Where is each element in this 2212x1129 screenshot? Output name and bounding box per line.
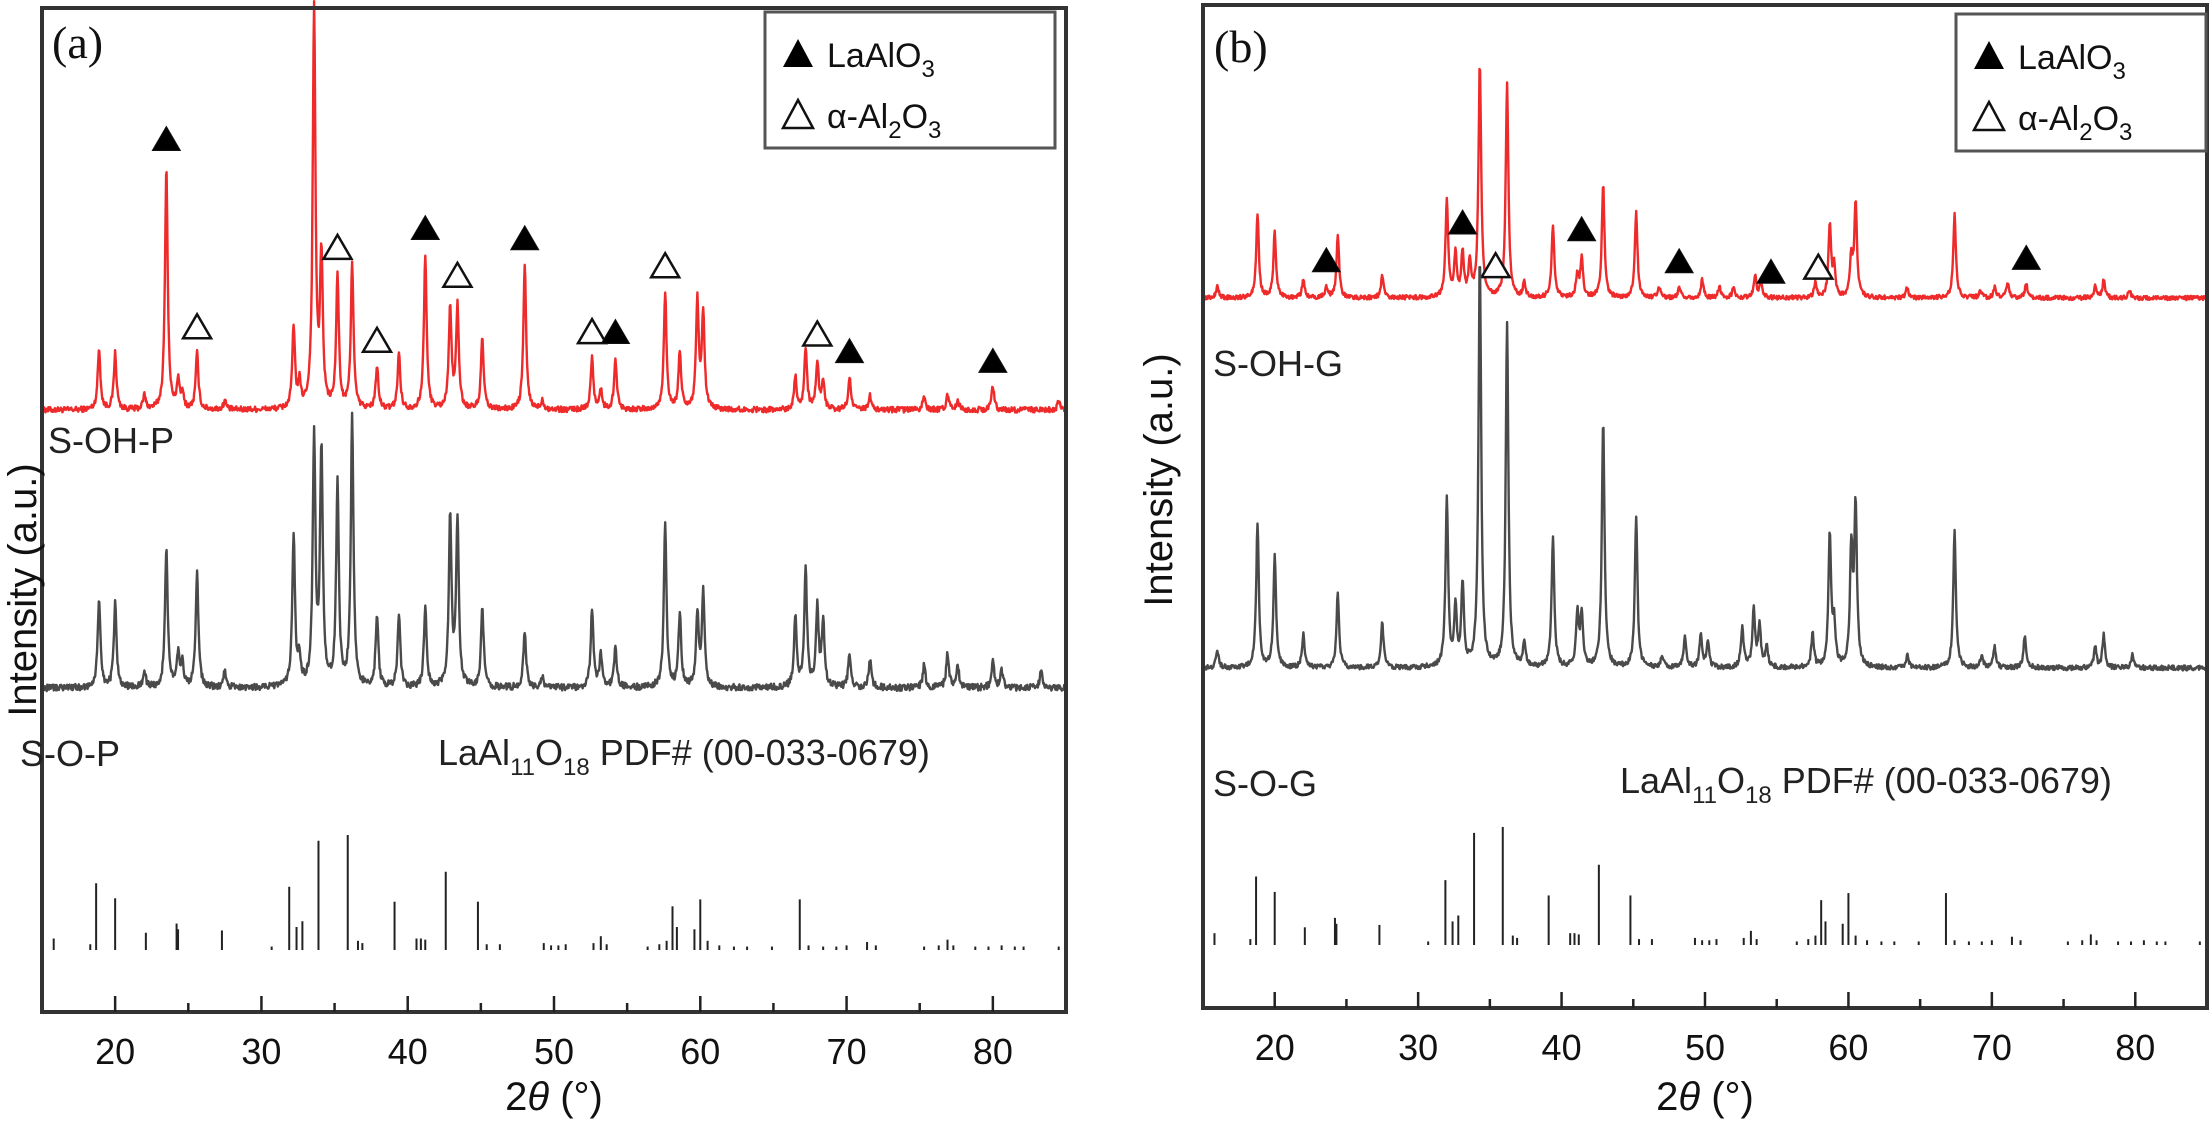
- al2o3-marker: [180, 311, 214, 340]
- reference-sub2: 18: [1745, 782, 1772, 809]
- reference-name-prefix: LaAl: [1620, 760, 1692, 801]
- open-triangle-icon: [1971, 99, 2007, 132]
- x-tick-label: 60: [680, 1031, 720, 1072]
- panel-a: 20 30 40 50 60 70 80 (a) S-OH-P S-O-P LaAl11O1…: [1, 0, 1068, 1119]
- panel-a-legend: LaAlO3 α-Al2O3: [763, 10, 1057, 150]
- al2o3-marker: [575, 316, 609, 345]
- reference-mid: O: [535, 732, 563, 773]
- legend-sub: 3: [2119, 119, 2132, 146]
- reference-label-a: LaAl11O18 PDF# (00-033-0679): [438, 732, 930, 781]
- legend-sub: 2: [2079, 119, 2092, 146]
- x-tick-label: 20: [95, 1031, 135, 1072]
- xlabel-prefix: 2: [1656, 1075, 1678, 1119]
- legend-sub: 3: [922, 56, 935, 83]
- filled-triangle-icon: [1974, 41, 2004, 69]
- series-line-s-o-p: [40, 411, 1067, 693]
- panel-a-y-axis-label: Intensity (a.u.): [1, 463, 45, 716]
- xlabel-unit: (°): [549, 1075, 603, 1119]
- reference-suffix: PDF# (00-033-0679): [590, 732, 930, 773]
- al2o3-marker: [649, 250, 682, 279]
- reference-name-prefix: LaAl: [438, 732, 510, 773]
- series-label-s-oh-g: S-OH-G: [1213, 343, 1343, 384]
- laalo3-marker: [600, 318, 631, 344]
- x-tick-label: 70: [1972, 1027, 2012, 1068]
- series-label-s-o-p: S-O-P: [20, 733, 120, 774]
- reference-sub1: 11: [510, 754, 535, 781]
- al2o3-marker: [321, 232, 354, 261]
- reference-sub2: 18: [563, 754, 590, 781]
- legend-label-laalo3: LaAlO3: [2018, 39, 2126, 85]
- x-tick-label: 80: [973, 1031, 1013, 1072]
- laalo3-marker: [151, 125, 182, 151]
- reference-suffix: PDF# (00-033-0679): [1772, 760, 2112, 801]
- legend-text: O: [902, 98, 928, 136]
- series-line-s-oh-p: [40, 0, 1066, 414]
- al2o3-marker: [441, 260, 474, 289]
- legend-text: LaAlO: [2018, 39, 2113, 77]
- x-tick-label: 50: [1685, 1027, 1725, 1068]
- legend-sub: 3: [928, 117, 941, 144]
- xlabel-theta: θ: [527, 1075, 549, 1119]
- laalo3-marker: [1566, 215, 1597, 242]
- series-line-s-oh-g: [1201, 67, 2208, 302]
- reference-label-b: LaAl11O18 PDF# (00-033-0679): [1620, 760, 2112, 809]
- panel-b: 20 30 40 50 60 70 80 (b) S-OH-G S-O-G LaAl11O1…: [1137, 3, 2209, 1119]
- x-tick-label: 50: [534, 1031, 574, 1072]
- laalo3-marker: [977, 347, 1008, 373]
- series-line-s-o-g: [1201, 266, 2208, 672]
- panel-a-x-ticks: 20 30 40 50 60 70 80: [95, 996, 1013, 1072]
- panel-a-plot-area: [40, 0, 1067, 950]
- xlabel-theta: θ: [1678, 1075, 1700, 1119]
- x-tick-label: 70: [827, 1031, 867, 1072]
- x-tick-label: 30: [1398, 1027, 1438, 1068]
- series-label-s-oh-p: S-OH-P: [48, 420, 174, 461]
- legend-label-al2o3: α-Al2O3: [827, 98, 941, 144]
- series-label-s-o-g: S-O-G: [1213, 763, 1317, 804]
- laalo3-marker: [1756, 258, 1786, 284]
- laalo3-marker: [509, 224, 540, 251]
- legend-text: α-Al: [2018, 100, 2079, 138]
- open-triangle-icon: [780, 97, 816, 130]
- filled-triangle-icon: [783, 39, 813, 67]
- reference-mid: O: [1717, 760, 1745, 801]
- legend-text: LaAlO: [827, 37, 922, 75]
- legend-box: [763, 10, 1057, 150]
- panel-b-frame: [1201, 3, 2209, 1010]
- legend-text: O: [2093, 100, 2119, 138]
- laalo3-marker: [410, 214, 441, 241]
- laalo3-marker: [1664, 247, 1695, 274]
- x-tick-label: 40: [1542, 1027, 1582, 1068]
- al2o3-marker: [801, 319, 834, 347]
- legend-label-al2o3: α-Al2O3: [2018, 100, 2132, 146]
- legend-label-laalo3: LaAlO3: [827, 37, 935, 83]
- panel-b-y-axis-label: Intensity (a.u.): [1137, 353, 1181, 606]
- al2o3-marker: [1802, 252, 1835, 280]
- panel-b-legend: LaAlO3 α-Al2O3: [1954, 12, 2208, 153]
- panel-a-frame: [40, 6, 1068, 1014]
- panel-a-x-axis-label: 2θ (°): [505, 1075, 603, 1119]
- panel-b-x-axis-label: 2θ (°): [1656, 1075, 1754, 1119]
- laalo3-marker: [1311, 246, 1342, 273]
- panel-a-label: (a): [52, 17, 103, 68]
- xlabel-prefix: 2: [505, 1075, 527, 1119]
- laalo3-marker: [1447, 209, 1478, 235]
- legend-text: α-Al: [827, 98, 888, 136]
- laalo3-marker: [834, 337, 865, 364]
- x-tick-label: 20: [1255, 1027, 1295, 1068]
- x-tick-label: 30: [241, 1031, 281, 1072]
- al2o3-marker: [360, 325, 394, 354]
- laalo3-marker: [2011, 244, 2042, 270]
- xlabel-unit: (°): [1700, 1075, 1754, 1119]
- al2o3-marker: [1479, 250, 1512, 279]
- legend-sub: 2: [888, 117, 901, 144]
- panel-b-label: (b): [1214, 21, 1268, 72]
- panel-b-plot-area: [1201, 67, 2208, 945]
- x-tick-label: 40: [388, 1031, 428, 1072]
- reference-sub1: 11: [1692, 782, 1717, 809]
- panel-b-x-ticks: 20 30 40 50 60 70 80: [1255, 992, 2155, 1068]
- x-tick-label: 80: [2115, 1027, 2155, 1068]
- x-tick-label: 60: [1828, 1027, 1868, 1068]
- legend-sub: 3: [2113, 58, 2126, 85]
